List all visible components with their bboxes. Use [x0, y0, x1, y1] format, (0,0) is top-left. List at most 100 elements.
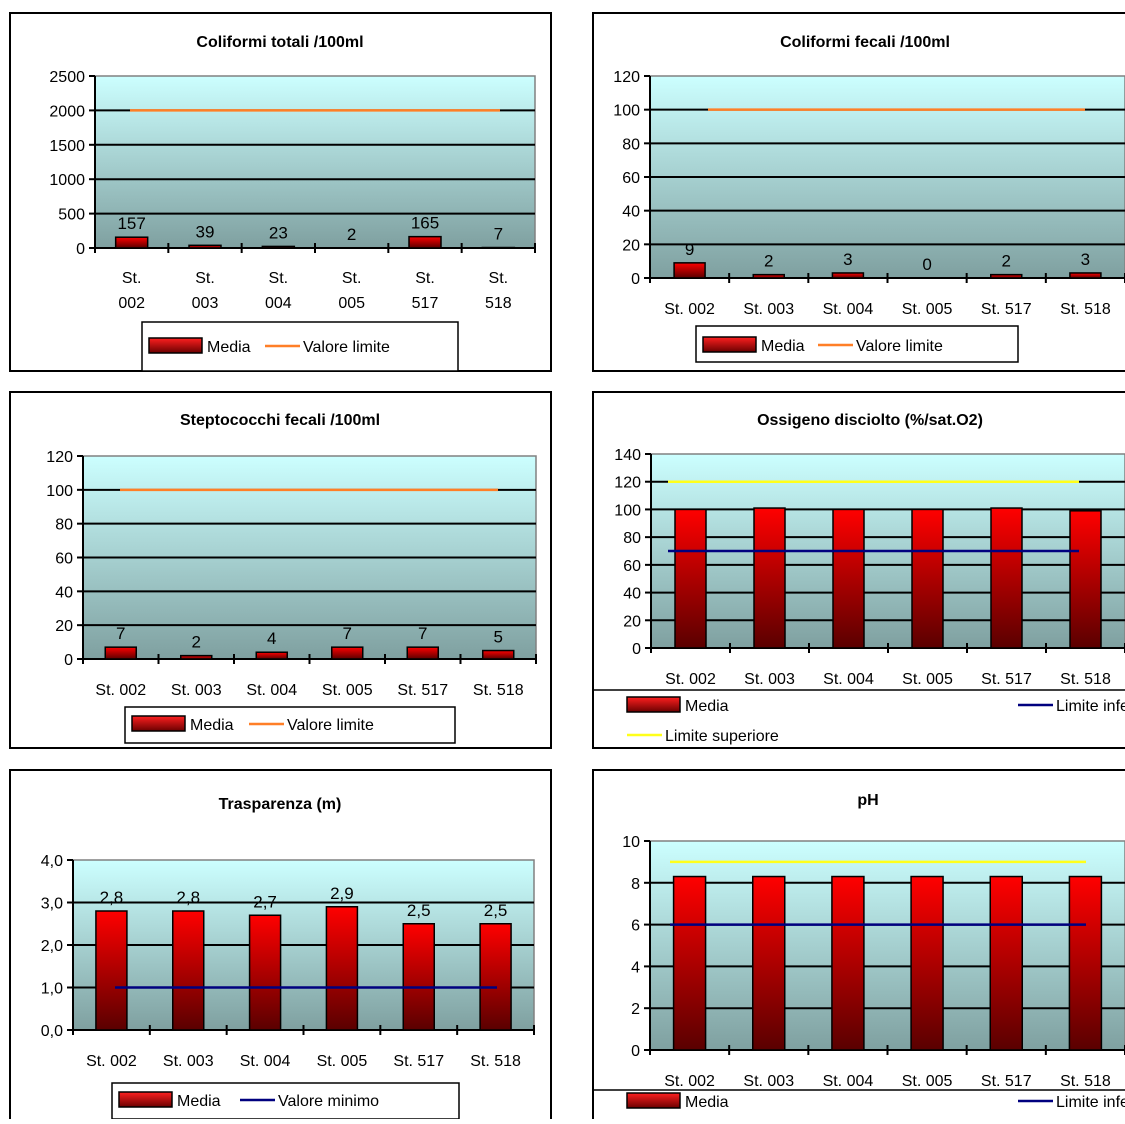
y-tick-label: 40: [623, 586, 641, 603]
y-tick-label: 2000: [49, 103, 85, 120]
bar: [674, 263, 705, 278]
y-tick-label: 1000: [49, 172, 85, 189]
legend: Media Valore limite: [125, 707, 455, 743]
y-tick-label: 100: [614, 502, 641, 519]
bar: [753, 877, 785, 1050]
legend-swatch-bar: [703, 337, 756, 352]
category-label: St. 002: [95, 682, 146, 699]
y-tick-label: 100: [46, 483, 73, 500]
bar: [674, 877, 706, 1050]
y-tick-label: 0: [632, 641, 641, 658]
bar: [256, 652, 287, 659]
legend-swatch-bar: [627, 697, 680, 712]
y-tick-label: 0,0: [41, 1023, 63, 1040]
plot-area: [95, 76, 535, 248]
bar: [911, 877, 943, 1050]
legend-label: Media: [190, 717, 234, 734]
chart-coliformi-fecali: Coliformi fecali /100ml 0204060801001209…: [593, 13, 1125, 371]
bar: [990, 877, 1022, 1050]
category-label: St. 517: [981, 1073, 1032, 1090]
y-tick-label: 80: [55, 517, 73, 534]
y-tick-label: 2,0: [41, 938, 63, 955]
legend-label: Limite inferiore: [1056, 698, 1125, 715]
y-tick-label: 20: [55, 618, 73, 635]
bar: [96, 911, 127, 1030]
y-tick-label: 120: [613, 69, 640, 86]
y-tick-label: 20: [623, 613, 641, 630]
category-label: St. 004: [240, 1053, 291, 1070]
data-label: 2,8: [100, 888, 124, 907]
bar: [173, 911, 204, 1030]
bar: [407, 647, 438, 659]
legend-swatch-bar: [132, 716, 185, 731]
chart-title: Ossigeno disciolto (%/sat.O2): [757, 412, 983, 429]
category-label: St. 005: [317, 1053, 368, 1070]
y-tick-label: 60: [623, 558, 641, 575]
bar: [326, 907, 357, 1030]
data-label: 9: [685, 240, 694, 259]
y-tick-label: 4,0: [41, 853, 63, 870]
data-label: 39: [196, 222, 215, 241]
bar: [403, 924, 434, 1030]
bar: [675, 509, 706, 648]
data-label: 7: [494, 225, 503, 244]
category-label: St. 517: [397, 682, 448, 699]
legend-label: Media: [685, 698, 729, 715]
y-tick-label: 80: [622, 136, 640, 153]
category-label: St. 002: [665, 671, 716, 688]
category-label: St. 003: [743, 1073, 794, 1090]
chart-coliformi-totali: Coliformi totali /100ml 0500100015002000…: [10, 13, 551, 371]
legend-label: Limite superiore: [665, 728, 779, 745]
legend-label: Media: [761, 338, 805, 355]
legend-label: Valore limite: [287, 717, 374, 734]
bar: [1070, 511, 1101, 648]
category-label: St. 004: [823, 671, 874, 688]
data-label: 7: [343, 624, 352, 643]
bar: [754, 508, 785, 648]
y-tick-label: 4: [631, 959, 640, 976]
data-label: 2,7: [253, 892, 277, 911]
y-tick-label: 2500: [49, 69, 85, 86]
data-label: 0: [922, 255, 931, 274]
bar: [1069, 877, 1101, 1050]
bar: [832, 273, 863, 278]
chart-title: Coliformi fecali /100ml: [780, 34, 950, 51]
y-tick-label: 3,0: [41, 896, 63, 913]
category-label: St. 517: [981, 671, 1032, 688]
bar: [483, 651, 514, 659]
category-label: St. 005: [902, 301, 953, 318]
category-label: St. 518: [1060, 301, 1111, 318]
bar: [991, 508, 1022, 648]
y-tick-label: 0: [631, 271, 640, 288]
category-label: St. 003: [743, 301, 794, 318]
y-tick-label: 40: [55, 584, 73, 601]
bar: [105, 647, 136, 659]
data-label: 157: [117, 214, 145, 233]
data-label: 2,5: [407, 901, 431, 920]
legend-label: Valore limite: [303, 339, 390, 356]
category-label: St. 005: [902, 671, 953, 688]
legend-swatch-bar: [119, 1092, 172, 1107]
legend-label: Media: [177, 1093, 221, 1110]
chart-title: Steptococchi fecali /100ml: [180, 412, 380, 429]
y-tick-label: 0: [76, 241, 85, 258]
data-label: 2,5: [484, 901, 508, 920]
category-label: St. 517: [393, 1053, 444, 1070]
chart-ossigeno-disciolto: Ossigeno disciolto (%/sat.O2) 0204060801…: [593, 392, 1125, 748]
data-label: 165: [411, 214, 439, 233]
y-tick-label: 0: [64, 652, 73, 669]
y-tick-label: 0: [631, 1043, 640, 1060]
y-tick-label: 20: [622, 237, 640, 254]
bar: [480, 924, 511, 1030]
legend-label: Media: [685, 1094, 729, 1111]
y-tick-label: 1,0: [41, 981, 63, 998]
y-tick-label: 10: [622, 834, 640, 851]
bar: [332, 647, 363, 659]
category-label: St. 002: [86, 1053, 137, 1070]
category-label: St. 518: [473, 682, 524, 699]
